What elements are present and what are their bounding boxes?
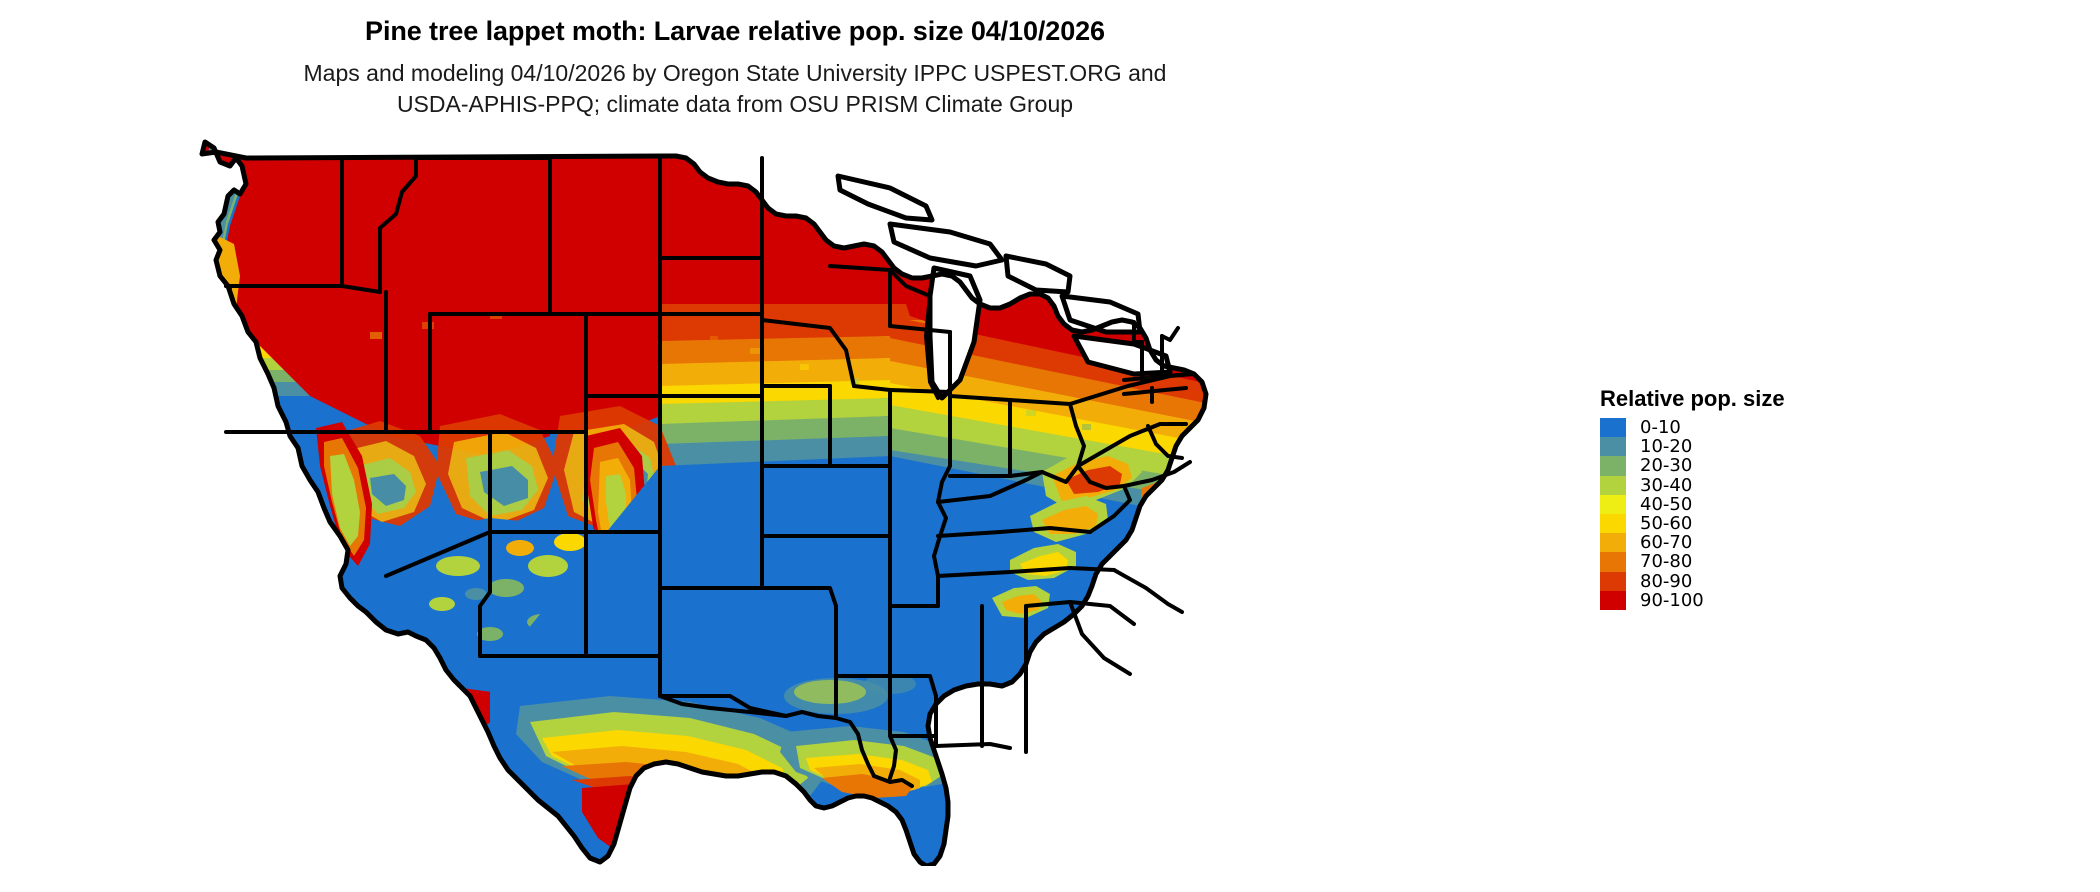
legend-item: 50-60 (1600, 513, 1785, 535)
legend-color-swatch (1600, 552, 1626, 572)
legend-color-swatch (1600, 437, 1626, 457)
legend-item: 20-30 (1600, 455, 1785, 477)
legend: Relative pop. size 0-10 10-20 20-30 30-40 40… (1600, 386, 1785, 610)
legend-item-label: 60-70 (1640, 532, 1693, 554)
legend-color-swatch (1600, 418, 1626, 438)
legend-item: 40-50 (1600, 493, 1785, 515)
legend-item-label: 90-100 (1640, 589, 1704, 611)
legend-item: 0-10 (1600, 417, 1785, 439)
legend-item-label: 50-60 (1640, 513, 1693, 535)
legend-color-swatch (1600, 590, 1626, 610)
page-subtitle: Maps and modeling 04/10/2026 by Oregon S… (0, 58, 1470, 120)
page-title: Pine tree lappet moth: Larvae relative p… (365, 16, 1105, 46)
us-choropleth-map (190, 136, 1210, 866)
great-lakes (838, 176, 1170, 398)
legend-color-swatch (1600, 475, 1626, 495)
title-block: Pine tree lappet moth: Larvae relative p… (0, 14, 1470, 120)
legend-item: 90-100 (1600, 589, 1785, 611)
legend-item: 60-70 (1600, 532, 1785, 554)
legend-color-swatch (1600, 571, 1626, 591)
legend-item-label: 10-20 (1640, 436, 1693, 458)
legend-color-swatch (1600, 456, 1626, 476)
legend-item: 80-90 (1600, 570, 1785, 592)
legend-title: Relative pop. size (1600, 386, 1785, 411)
legend-items-list: 0-10 10-20 20-30 30-40 40-50 50-60 60-70 70-80 8… (1600, 418, 1785, 610)
legend-item-label: 0-10 (1640, 417, 1681, 439)
legend-item: 30-40 (1600, 474, 1785, 496)
legend-item-label: 80-90 (1640, 570, 1693, 592)
legend-item-label: 30-40 (1640, 474, 1693, 496)
legend-item-label: 20-30 (1640, 455, 1693, 477)
legend-item: 10-20 (1600, 436, 1785, 458)
map-svg (199, 139, 1209, 866)
legend-color-swatch (1600, 494, 1626, 514)
subtitle-line-2: USDA-APHIS-PPQ; climate data from OSU PR… (396, 91, 1074, 117)
state-boundaries (199, 139, 1209, 866)
legend-item: 70-80 (1600, 551, 1785, 573)
legend-color-swatch (1600, 533, 1626, 553)
legend-item-label: 70-80 (1640, 551, 1693, 573)
legend-item-label: 40-50 (1640, 493, 1693, 515)
subtitle-line-1: Maps and modeling 04/10/2026 by Oregon S… (303, 60, 1167, 86)
legend-color-swatch (1600, 513, 1626, 534)
